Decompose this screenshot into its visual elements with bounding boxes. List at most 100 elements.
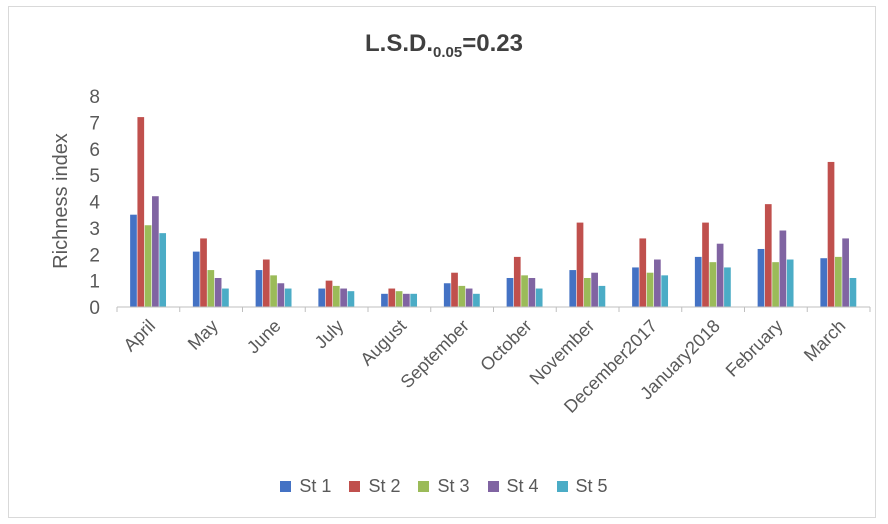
x-tick-label: August — [356, 316, 410, 370]
x-axis-tick-marks — [116, 307, 871, 312]
legend-swatch — [280, 481, 292, 492]
bar — [410, 293, 418, 307]
bar — [192, 251, 200, 307]
bar — [849, 277, 857, 307]
x-tick-label: October — [476, 316, 535, 375]
bar — [583, 277, 591, 307]
y-tick-label: 3 — [89, 219, 100, 240]
legend-label: St 3 — [437, 476, 470, 496]
legend-swatch — [418, 481, 430, 492]
bar — [347, 291, 355, 307]
bar — [332, 285, 340, 307]
bar — [772, 262, 779, 307]
bar — [827, 161, 835, 307]
bar — [395, 291, 403, 307]
legend-swatch — [556, 481, 568, 492]
x-tick-label: February — [722, 316, 787, 381]
bar — [513, 256, 521, 307]
bar — [443, 283, 451, 307]
bar — [159, 233, 167, 307]
y-tick-label: 4 — [89, 193, 100, 214]
x-tick-label: July — [311, 316, 348, 353]
bar — [381, 293, 388, 307]
bar — [764, 204, 772, 307]
legend-label: St 2 — [368, 476, 401, 496]
y-tick-label: 1 — [89, 272, 100, 293]
bar — [458, 285, 466, 307]
bar — [591, 272, 598, 307]
bar — [451, 272, 458, 307]
bar — [473, 293, 480, 307]
y-tick-label: 7 — [89, 113, 100, 134]
bar — [270, 275, 277, 307]
bar — [340, 288, 347, 307]
y-axis: 0 1 2 3 4 5 6 7 8 — [89, 87, 100, 319]
bar — [222, 288, 229, 307]
bar — [709, 262, 717, 307]
chart-title-subscript: 0.05 — [433, 44, 463, 61]
bar — [834, 256, 842, 307]
legend-swatch — [349, 481, 361, 492]
bar — [779, 230, 787, 307]
bar — [262, 259, 270, 307]
chart-title: L.S.D.0.05=0.23 — [0, 30, 888, 61]
bar — [535, 288, 543, 307]
bar — [702, 222, 709, 307]
bar — [318, 288, 326, 307]
bar — [200, 238, 207, 307]
x-tick-label: April — [120, 316, 160, 356]
bar — [130, 214, 137, 307]
x-tick-label: June — [243, 316, 285, 358]
bar — [403, 293, 410, 307]
bars-group — [130, 117, 857, 308]
legend: St 1 St 2 St 3 St 4 St 5 — [0, 476, 888, 497]
legend-item: St 3 — [418, 476, 470, 497]
x-tick-label: March — [800, 316, 850, 366]
bar — [639, 238, 647, 307]
bar — [842, 238, 849, 307]
legend-swatch — [487, 481, 499, 492]
bar — [521, 275, 528, 307]
legend-label: St 1 — [299, 476, 332, 496]
chart-title-value: =0.23 — [462, 30, 523, 57]
y-tick-label: 2 — [89, 245, 100, 266]
y-axis-label: Richness index — [50, 133, 72, 269]
chart-title-main: L.S.D. — [365, 30, 434, 57]
x-tick-label: September — [397, 316, 473, 392]
bar — [137, 117, 145, 307]
legend-item: St 1 — [280, 476, 331, 497]
legend-item: St 5 — [556, 476, 608, 497]
bar — [576, 222, 584, 307]
bar — [277, 283, 285, 307]
bar — [388, 288, 396, 307]
bar — [255, 270, 263, 307]
bar — [694, 256, 702, 307]
bar — [506, 277, 514, 307]
y-tick-label: 6 — [89, 140, 100, 161]
bar — [465, 288, 473, 307]
bar — [207, 270, 215, 307]
bar — [152, 196, 159, 307]
bar — [632, 267, 639, 307]
bar — [569, 270, 577, 307]
x-tick-label: May — [184, 316, 222, 354]
bar — [716, 243, 724, 307]
bar — [654, 259, 661, 307]
y-tick-label: 0 — [89, 298, 100, 319]
bar-chart: 0 1 2 3 4 5 6 7 8 April May June July AugustSeptembe… — [50, 87, 871, 417]
legend-label: St 5 — [575, 476, 608, 496]
bar — [786, 259, 794, 307]
bar — [757, 248, 765, 307]
y-tick-label: 8 — [89, 87, 100, 108]
legend-item: St 2 — [349, 476, 400, 497]
bar — [724, 267, 731, 307]
bar — [144, 225, 152, 307]
bar — [820, 258, 828, 307]
bar — [528, 277, 536, 307]
bar — [598, 285, 606, 307]
bar — [661, 275, 669, 307]
bar — [325, 280, 333, 308]
legend-item: St 4 — [487, 476, 539, 497]
bar — [646, 272, 654, 307]
